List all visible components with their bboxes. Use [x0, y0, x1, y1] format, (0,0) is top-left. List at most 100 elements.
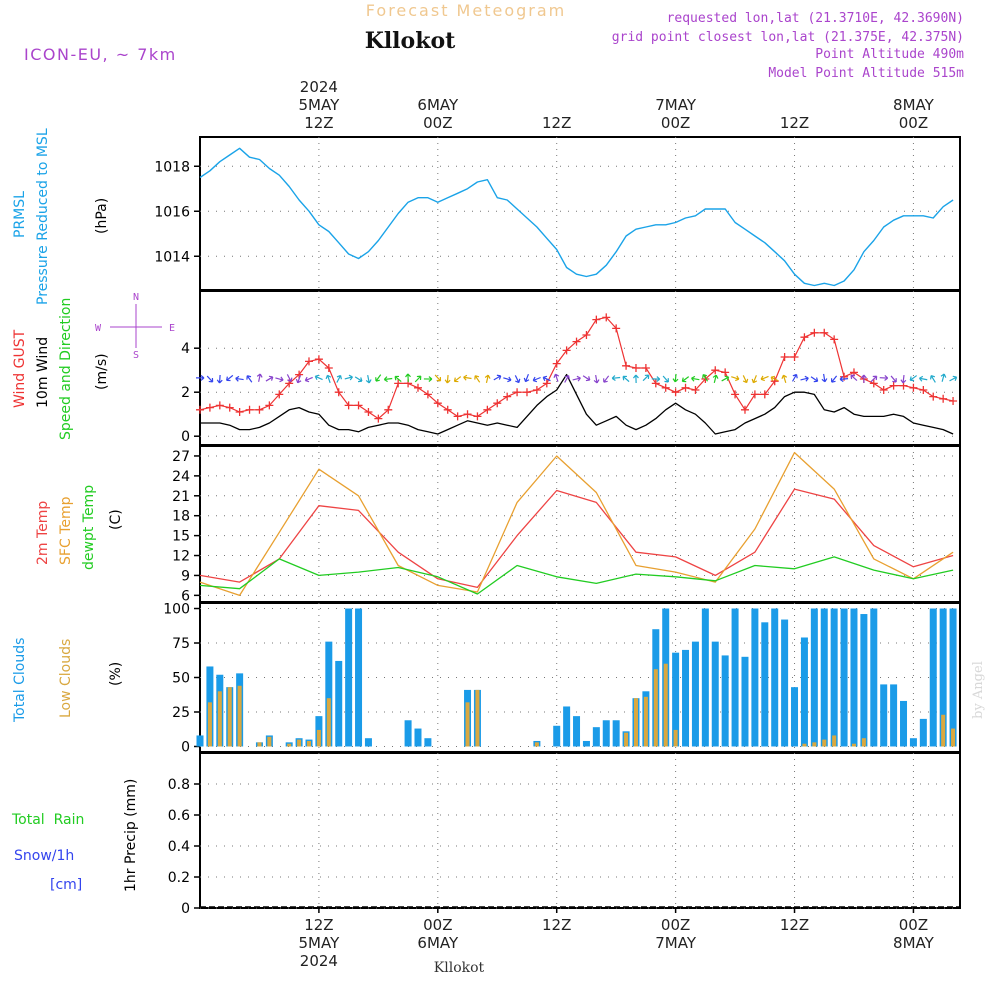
top-time-hour: 12Z: [542, 114, 571, 132]
wind-arrow-shape: [314, 374, 323, 381]
panel-precipitation: 0 0.2 0.4 0.6 0.8: [168, 752, 961, 917]
wind-arrow: [800, 375, 809, 382]
bottom-time-hour: 12Z: [542, 916, 571, 934]
footer-location: Kllokot: [434, 960, 485, 976]
gust-marker: [443, 405, 452, 414]
wind-arrow-shape: [850, 374, 858, 382]
gust-markers: [196, 313, 958, 423]
total-cloud-bar: [820, 608, 828, 747]
wind-arrow: [662, 375, 669, 383]
wind-arrow-shape: [760, 375, 769, 382]
wind-arrow-shape: [564, 374, 570, 383]
gust-marker: [949, 397, 958, 405]
total-cloud-bar: [582, 740, 590, 747]
wind-arrow: [611, 375, 621, 381]
wind-arrow-shape: [930, 375, 936, 383]
gust-marker: [731, 390, 740, 399]
gust-marker: [790, 353, 799, 361]
total-cloud-bar: [929, 608, 937, 747]
wind-arrow-shape: [691, 375, 700, 382]
wind-arrow: [503, 376, 512, 383]
wind-arrow-shape: [474, 375, 481, 383]
wind-arrow: [383, 376, 393, 383]
gust-marker: [205, 403, 214, 412]
location-title: Kllokot: [365, 28, 456, 54]
y-tick-label: 12: [172, 549, 190, 565]
wind-arrow-shape: [651, 376, 661, 383]
wind-arrow-shape: [770, 375, 779, 382]
wind-arrow-shape: [226, 374, 234, 382]
wind-arrow-shape: [721, 375, 730, 382]
low-cloud-bar: [812, 742, 817, 747]
wind-arrow-shape: [394, 375, 402, 383]
low-cloud-bar: [475, 689, 480, 747]
total-cloud-bar: [830, 608, 838, 747]
gust-line: [199, 316, 954, 420]
wind-arrow: [564, 374, 570, 383]
wind-arrow: [909, 375, 918, 382]
wind-arrow-shape: [860, 374, 867, 384]
low-cloud-bar: [326, 698, 331, 747]
wind-arrow: [256, 373, 263, 382]
bottom-time-hour: 12Z: [780, 916, 809, 934]
gust-marker: [304, 357, 313, 366]
total-cloud-bar: [890, 684, 898, 747]
wind-arrow-shape: [792, 373, 798, 382]
gust-marker: [760, 390, 769, 399]
wind-arrow-shape: [246, 375, 253, 383]
y-tick-label: 1014: [154, 249, 190, 265]
wind-arrow-shape: [354, 376, 363, 383]
total-cloud-bar: [761, 622, 769, 747]
low-cloud-bar: [663, 663, 668, 747]
y-tick-label: 1018: [154, 159, 190, 175]
wind-arrow: [770, 375, 779, 382]
wind-arrow-shape: [672, 373, 679, 383]
gust-marker: [641, 364, 650, 372]
wind-arrow: [760, 375, 769, 382]
gust-marker: [354, 401, 363, 410]
gridpoint-coords: grid point closest lon,lat (21.375E, 42.…: [612, 30, 964, 45]
wind-arrow: [870, 375, 878, 383]
total-cloud-bar: [800, 637, 808, 747]
wind-arrow: [344, 374, 353, 381]
wind-arrow-shape: [810, 376, 819, 383]
gust-marker: [750, 390, 759, 399]
wind-arrow: [593, 374, 600, 384]
gust-marker: [810, 328, 819, 337]
top-time-label: 12Z: [780, 114, 809, 132]
wind-arrow: [246, 375, 253, 383]
wind-arrow: [792, 373, 798, 382]
cloud-bars: [196, 608, 957, 747]
gust-marker: [463, 410, 472, 419]
wind-arrow-shape: [821, 373, 828, 383]
wind-arrow: [196, 374, 205, 381]
gust-marker: [622, 361, 631, 370]
gust-marker: [929, 392, 938, 401]
wind-arrow: [672, 373, 679, 383]
wind-legend-south: S: [133, 350, 139, 361]
gust-marker: [473, 412, 482, 421]
wind-arrow-shape: [781, 374, 788, 384]
gust-marker: [711, 366, 720, 375]
low-cloud-bar: [861, 738, 866, 747]
point-altitude: Point Altitude 490m: [815, 47, 964, 62]
wind-unit: (m/s): [94, 353, 110, 390]
pressure-line: [199, 147, 954, 287]
total-cloud-bar: [414, 728, 422, 747]
wind-arrow: [286, 374, 293, 383]
low-cloud-bar: [851, 743, 856, 747]
wind-arrow-shape: [463, 374, 472, 381]
gust-marker: [939, 394, 948, 403]
total-cloud-bar: [355, 608, 363, 747]
wind-arrow-shape: [514, 375, 521, 384]
total-cloud-bar: [335, 660, 343, 747]
gust-marker: [324, 364, 333, 372]
app-title: Forecast Meteogram: [366, 1, 566, 20]
wind-arrow: [523, 373, 530, 383]
wind-arrow: [810, 376, 819, 383]
wind-arrow: [603, 375, 610, 383]
gust-marker: [869, 379, 878, 388]
total-cloud-bar: [909, 738, 917, 747]
gust-marker: [364, 408, 373, 416]
